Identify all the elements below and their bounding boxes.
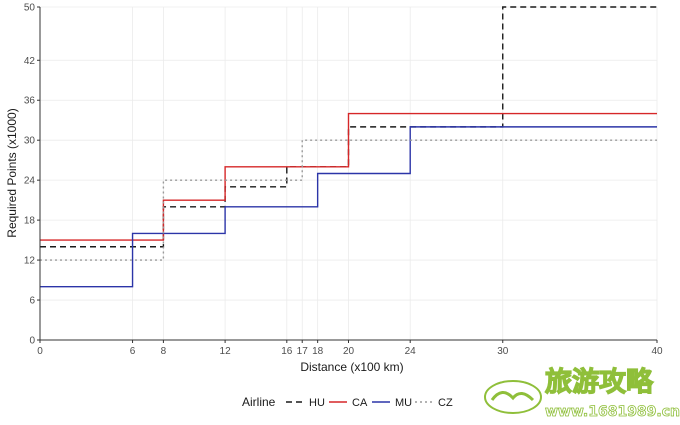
x-tick-label-6: 18 <box>312 346 324 357</box>
legend-label-ca: CA <box>352 397 368 409</box>
y-axis-title: Required Points (x1000) <box>5 108 19 237</box>
legend: Airline HU CA MU CZ <box>242 395 453 409</box>
legend-title: Airline <box>242 395 276 409</box>
x-tick-label-2: 8 <box>161 346 167 357</box>
legend-label-cz: CZ <box>438 397 453 409</box>
legend-items: HU CA MU CZ <box>286 397 453 409</box>
y-tick-label-7: 42 <box>24 56 36 67</box>
series-line-mu <box>40 126 657 288</box>
y-tick-label-1: 6 <box>29 296 35 307</box>
x-tick-label-1: 6 <box>130 346 136 357</box>
x-tick-label-5: 17 <box>297 346 309 357</box>
y-tick-label-8: 50 <box>24 3 36 14</box>
y-tick-label-4: 24 <box>24 176 36 187</box>
y-tick-label-0: 0 <box>29 336 35 347</box>
watermark-logo: 旅游攻略 www.1681989.cn <box>484 365 680 420</box>
watermark-url: www.1681989.cn <box>545 404 680 420</box>
x-tick-label-4: 16 <box>281 346 293 357</box>
x-tick-label-9: 30 <box>497 346 509 357</box>
watermark-mountain-icon <box>490 391 535 402</box>
legend-label-hu: HU <box>309 397 325 409</box>
series-lines <box>40 6 657 288</box>
y-tick-label-5: 30 <box>24 136 36 147</box>
x-tick-label-10: 40 <box>651 346 663 357</box>
y-tick-label-6: 36 <box>24 96 36 107</box>
y-tick-label-2: 12 <box>24 256 36 267</box>
y-tick-label-3: 18 <box>24 216 36 227</box>
x-tick-label-8: 24 <box>405 346 417 357</box>
series-line-cz <box>40 139 657 261</box>
x-tick-label-7: 20 <box>343 346 355 357</box>
legend-label-mu: MU <box>395 397 412 409</box>
x-tick-label-0: 0 <box>37 346 43 357</box>
watermark-brand: 旅游攻略 <box>545 366 654 398</box>
series-line-hu <box>40 6 657 248</box>
x-tick-label-3: 12 <box>220 346 232 357</box>
x-axis-title: Distance (x100 km) <box>300 360 403 374</box>
